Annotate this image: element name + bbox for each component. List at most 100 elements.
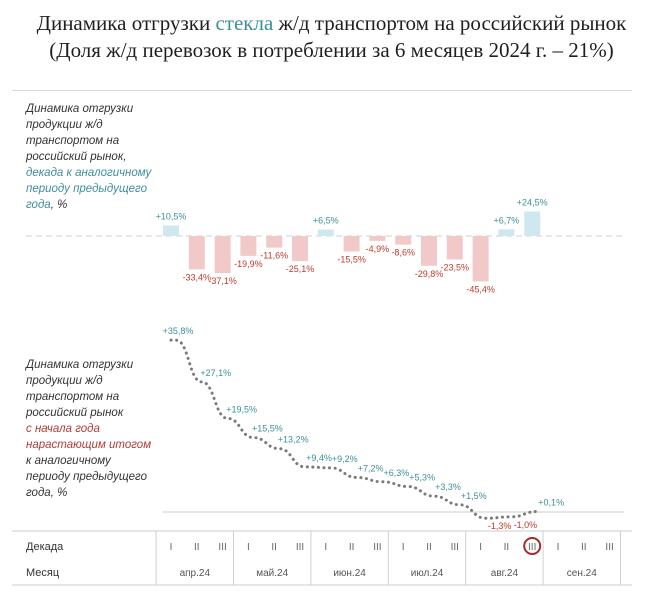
line-label: +6,3% bbox=[384, 468, 410, 478]
bar-label: -23,5% bbox=[441, 263, 470, 273]
top-note-line: транспортом на bbox=[26, 135, 120, 147]
line-label: +19,5% bbox=[226, 404, 257, 414]
top-note-line: российский рынок, bbox=[26, 151, 127, 163]
line-label: +1,5% bbox=[461, 491, 487, 501]
line-label: -1,0% bbox=[514, 520, 538, 530]
bar-label: -15,5% bbox=[337, 255, 366, 265]
bottom-note-line: российский рынок bbox=[26, 407, 124, 419]
decade-tick-label: III bbox=[528, 542, 536, 553]
decade-tick-label: II bbox=[426, 542, 432, 553]
month-tick-label: июн.24 bbox=[333, 568, 366, 579]
month-tick-label: май.24 bbox=[256, 568, 288, 579]
bar-label: -19,9% bbox=[234, 259, 263, 269]
cumulative-series-line bbox=[169, 338, 539, 520]
month-tick-label: авг.24 bbox=[491, 568, 519, 579]
top-note-line: Динамика отгрузки bbox=[26, 103, 134, 115]
month-tick-label: апр.24 bbox=[180, 568, 211, 579]
title-part-a: Динамика отгрузки bbox=[36, 11, 216, 35]
line-label: +5,3% bbox=[409, 473, 435, 483]
title-accent: стекла bbox=[215, 11, 274, 35]
line-label: +13,2% bbox=[278, 435, 309, 445]
decade-tick-label: I bbox=[324, 542, 327, 553]
decade-axis-title: Декада bbox=[26, 541, 64, 553]
bar-label: +10,5% bbox=[156, 212, 187, 222]
line-label: +9,2% bbox=[332, 454, 358, 464]
top-note-line: года, % bbox=[26, 197, 151, 213]
decade-tick-label: I bbox=[402, 542, 405, 553]
bar-label: -29,8% bbox=[415, 269, 444, 279]
bar bbox=[266, 236, 283, 248]
top-note-line: продукции ж/д bbox=[26, 119, 103, 131]
chart-title: Динамика отгрузки стекла ж/д транспортом… bbox=[0, 10, 663, 64]
line-label: +7,2% bbox=[358, 463, 384, 473]
bar bbox=[472, 236, 489, 282]
decade-tick-label: II bbox=[504, 542, 510, 553]
bar-label: -8,6% bbox=[391, 248, 415, 258]
decade-tick-label: I bbox=[170, 542, 173, 553]
decade-tick-label: II bbox=[349, 542, 355, 553]
bar bbox=[214, 236, 231, 274]
line-label: -1,3% bbox=[488, 521, 512, 531]
decade-tick-label: III bbox=[296, 542, 304, 553]
top-chart-note: Динамика отгрузки продукции ж/д транспор… bbox=[26, 101, 151, 213]
line-label: +27,1% bbox=[200, 368, 231, 378]
month-axis-title: Месяц bbox=[26, 567, 60, 579]
current-decade-marker bbox=[523, 537, 542, 555]
top-note-line-accent: декада к аналогичному bbox=[26, 167, 152, 179]
chart-canvas: +10,5% -33,4%-37,1% -19,9%-11,6% -25,1% +6,5… bbox=[12, 198, 632, 586]
bottom-note-line: периоду предыдущего bbox=[26, 471, 147, 483]
bottom-note-line: транспортом на bbox=[26, 391, 120, 403]
line-label: +9,4% bbox=[306, 453, 332, 463]
month-tick-label: июл.24 bbox=[411, 568, 444, 579]
decade-tick-label: II bbox=[194, 542, 200, 553]
line-label: +3,3% bbox=[435, 482, 461, 492]
decade-tick-label: III bbox=[373, 542, 381, 553]
bar bbox=[317, 229, 334, 236]
bar-label: -25,1% bbox=[286, 264, 315, 274]
bar-label: +24,5% bbox=[517, 198, 548, 208]
decade-tick-label: III bbox=[218, 542, 226, 553]
bottom-note-line: продукции ж/д bbox=[26, 375, 103, 387]
line-label: +0,1% bbox=[538, 498, 564, 508]
decade-tick-label: II bbox=[271, 542, 277, 553]
bottom-note-line: к аналогичному bbox=[26, 455, 111, 467]
title-line-1: Динамика отгрузки стекла ж/д транспортом… bbox=[0, 10, 663, 37]
bar bbox=[292, 236, 308, 262]
bar bbox=[446, 236, 463, 260]
bottom-note-line: Динамика отгрузки bbox=[26, 359, 134, 371]
decade-tick-label: I bbox=[479, 542, 482, 553]
bar-label: +6,5% bbox=[313, 216, 339, 226]
bar bbox=[369, 236, 386, 241]
bar-label: -45,4% bbox=[466, 284, 495, 294]
title-line-2: (Доля ж/д перевозок в потреблении за 6 м… bbox=[49, 38, 614, 62]
title-part-b: ж/д транспортом на российский рынок bbox=[273, 11, 627, 35]
bar-label: -33,4% bbox=[183, 272, 212, 282]
bar-label: +6,7% bbox=[494, 215, 520, 225]
bar bbox=[163, 225, 179, 236]
bottom-note-line-accent: нарастающим итогом bbox=[26, 439, 152, 451]
bar bbox=[421, 236, 437, 266]
bar-label: -4,9% bbox=[366, 244, 390, 254]
decade-tick-label: I bbox=[557, 542, 560, 553]
bar-label: -11,6% bbox=[260, 251, 288, 261]
top-note-year: года bbox=[26, 199, 51, 211]
month-tick-label: сен.24 bbox=[567, 568, 597, 579]
top-note-unit: , % bbox=[50, 199, 68, 211]
bar bbox=[524, 211, 541, 236]
decade-tick-label: II bbox=[581, 542, 587, 553]
line-label: +35,8% bbox=[163, 326, 194, 336]
bar-label: -37,1% bbox=[208, 276, 237, 286]
decade-tick-label: III bbox=[451, 542, 459, 553]
decade-tick-label: III bbox=[605, 542, 613, 553]
bottom-note-line-accent: с начала года bbox=[26, 423, 100, 435]
line-label: +15,5% bbox=[252, 424, 283, 434]
bar bbox=[395, 236, 412, 245]
bar bbox=[188, 236, 205, 270]
decade-tick-label: I bbox=[247, 542, 250, 553]
bottom-chart-note: Динамика отгрузки продукции ж/д транспор… bbox=[26, 357, 151, 501]
bar bbox=[343, 236, 360, 252]
top-note-line-accent: периоду предыдущего bbox=[26, 183, 147, 195]
bar bbox=[240, 236, 257, 256]
bar bbox=[498, 229, 515, 236]
bottom-note-line: года, % bbox=[26, 487, 68, 499]
